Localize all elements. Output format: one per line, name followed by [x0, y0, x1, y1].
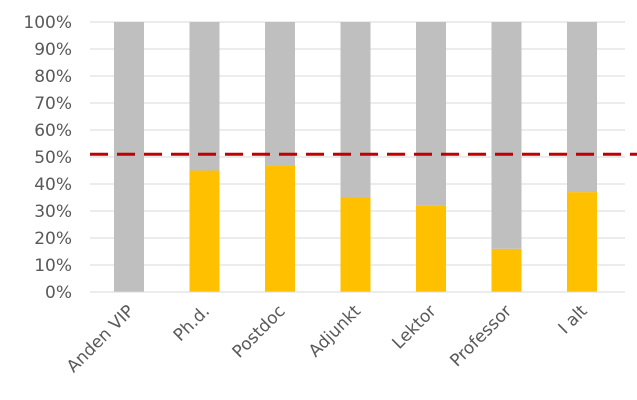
- y-tick-label: 100%: [23, 13, 72, 33]
- bar-share-5: [491, 248, 522, 292]
- bar-remainder-2: [265, 22, 295, 166]
- bar-remainder-5: [491, 22, 522, 249]
- bar-remainder-1: [189, 22, 220, 171]
- x-category-label: Lektor: [389, 301, 441, 353]
- bar-share-6: [567, 192, 597, 292]
- bars: [90, 22, 625, 293]
- x-category-label: Professor: [446, 301, 516, 371]
- x-category-label: Anden VIP: [63, 301, 138, 376]
- y-tick-label: 30%: [34, 202, 72, 222]
- y-tick-label: 70%: [34, 94, 72, 114]
- y-tick-label: 50%: [34, 148, 72, 168]
- bar-remainder-3: [340, 22, 371, 198]
- y-tick-label: 60%: [34, 121, 72, 141]
- bar-share-3: [340, 197, 371, 292]
- y-tick-label: 0%: [45, 283, 72, 303]
- y-tick-label: 20%: [34, 229, 72, 249]
- bar-share-4: [416, 205, 446, 292]
- y-axis-ticks: 0% 10% 20% 30% 40% 50% 60% 70% 80% 90% 100%: [23, 13, 72, 303]
- y-tick-label: 40%: [34, 175, 72, 195]
- bar-remainder-6: [567, 22, 597, 193]
- y-tick-label: 10%: [34, 256, 72, 276]
- x-category-label: I alt: [555, 301, 592, 338]
- x-category-label: Adjunkt: [305, 301, 365, 361]
- x-axis-labels: Anden VIP Ph.d. Postdoc Adjunkt Lektor Profes…: [63, 301, 592, 377]
- bar-remainder-0: [114, 22, 144, 292]
- y-tick-label: 80%: [34, 67, 72, 87]
- y-tick-label: 90%: [34, 40, 72, 60]
- x-category-label: Postdoc: [229, 301, 290, 362]
- bar-remainder-4: [416, 22, 446, 206]
- bar-share-2: [265, 165, 295, 292]
- bar-share-1: [189, 170, 220, 292]
- x-category-label: Ph.d.: [170, 301, 214, 345]
